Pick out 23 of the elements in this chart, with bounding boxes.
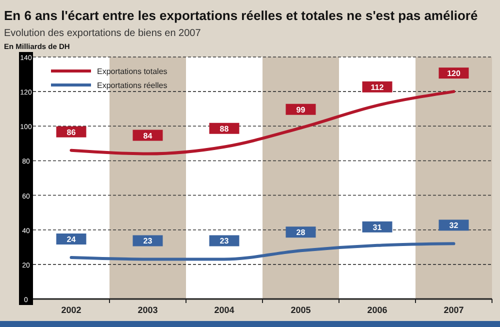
data-label: 23 [143, 236, 153, 246]
data-label: 84 [143, 131, 153, 140]
x-tick-label: 2007 [444, 305, 464, 315]
data-label: 23 [220, 236, 230, 246]
chart-subtitle: Evolution des exportations de biens en 2007 [4, 28, 202, 39]
x-tick-label: 2006 [367, 305, 388, 315]
x-tick-label: 2003 [138, 305, 158, 315]
data-label: 112 [370, 82, 384, 92]
data-label: 32 [449, 221, 459, 230]
data-label: 120 [447, 69, 461, 78]
data-label: 24 [66, 235, 76, 244]
data-label: 28 [296, 228, 306, 238]
line-series [70, 242, 456, 261]
chart-title: En 6 ans l'écart entre les exportations réelles et totales ne s'est pas amélioré [4, 8, 478, 23]
x-tick-label: 2004 [214, 305, 234, 315]
data-label: 31 [372, 222, 382, 232]
legend-label: Exportations totales [97, 67, 168, 76]
x-tick-label: 2005 [290, 305, 311, 315]
x-tick-label: 2002 [61, 305, 82, 315]
data-label: 86 [66, 128, 76, 137]
legend-label: Exportations réelles [97, 81, 168, 90]
data-label: 88 [220, 124, 230, 134]
data-label: 99 [296, 105, 306, 114]
